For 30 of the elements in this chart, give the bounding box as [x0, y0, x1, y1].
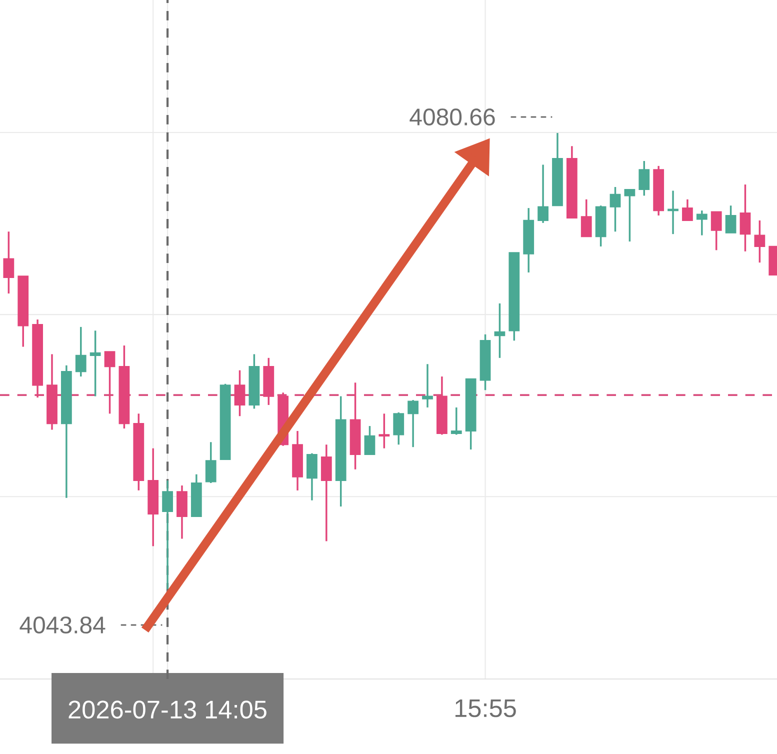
candlestick: [682, 198, 693, 222]
candlestick: [696, 210, 708, 236]
candlestick: [610, 186, 621, 232]
candlestick: [624, 188, 636, 242]
candlestick: [306, 452, 318, 502]
candlestick: [740, 184, 751, 252]
candlestick: [638, 160, 650, 197]
x-tick-label: 15:55: [455, 700, 516, 718]
candlestick: [580, 198, 592, 238]
annotation: 4080.66: [410, 108, 495, 126]
candlestick: [162, 480, 173, 590]
candlestick: [205, 441, 216, 484]
candlestick: [408, 399, 419, 448]
candlestick: [538, 164, 548, 224]
candlestick: [450, 406, 462, 436]
candlestick: [710, 210, 722, 252]
x-tick-label: 2026-07-13 14:05: [68, 700, 266, 719]
candlestick: [393, 412, 404, 446]
candlestick: [422, 363, 433, 408]
candlestick: [3, 230, 14, 294]
candlestick: [75, 326, 86, 378]
candlestick: [494, 302, 506, 359]
candlestick: [90, 330, 101, 398]
candlestick: [378, 412, 390, 450]
annotation: 4043.84: [20, 616, 106, 634]
candlestick: [364, 425, 376, 456]
candlestick: [320, 444, 332, 542]
candlestick: [754, 220, 766, 264]
candlestick: [668, 190, 678, 235]
candlestick: [725, 204, 736, 234]
